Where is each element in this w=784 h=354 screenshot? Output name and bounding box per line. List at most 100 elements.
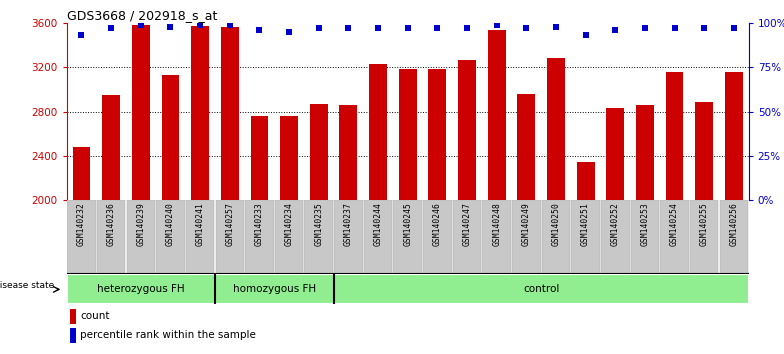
Point <box>698 25 710 31</box>
Text: GSM140245: GSM140245 <box>403 202 412 246</box>
Text: GSM140255: GSM140255 <box>700 202 709 246</box>
Text: GSM140241: GSM140241 <box>195 202 205 246</box>
Bar <box>630 200 659 274</box>
Bar <box>304 200 333 274</box>
Text: control: control <box>523 284 559 295</box>
Point <box>194 22 206 28</box>
Bar <box>333 274 749 304</box>
Point <box>579 33 592 38</box>
Bar <box>606 108 624 354</box>
Bar <box>67 200 96 274</box>
Bar <box>215 274 333 304</box>
Text: GSM140240: GSM140240 <box>166 202 175 246</box>
Point <box>223 22 236 28</box>
Point <box>520 25 532 31</box>
Text: GSM140237: GSM140237 <box>344 202 353 246</box>
Bar <box>245 200 274 274</box>
Text: GSM140233: GSM140233 <box>255 202 264 246</box>
Point <box>342 25 354 31</box>
Bar <box>517 94 535 354</box>
Bar <box>334 200 363 274</box>
Bar <box>428 69 446 354</box>
Bar <box>695 102 713 354</box>
Text: GSM140236: GSM140236 <box>107 202 115 246</box>
Bar <box>666 72 684 354</box>
Bar <box>572 200 600 274</box>
Bar <box>275 200 303 274</box>
Bar <box>394 200 422 274</box>
Point <box>461 25 474 31</box>
Bar <box>251 116 268 354</box>
Text: percentile rank within the sample: percentile rank within the sample <box>80 330 256 340</box>
Bar <box>660 200 689 274</box>
Bar <box>369 64 387 354</box>
Bar <box>162 75 180 354</box>
Bar <box>577 162 594 354</box>
Text: GSM140251: GSM140251 <box>581 202 590 246</box>
Point <box>164 24 176 29</box>
Point <box>105 25 118 31</box>
Bar <box>458 59 476 354</box>
Bar <box>70 309 76 324</box>
Text: disease state: disease state <box>0 281 55 290</box>
Point <box>609 27 622 33</box>
Point <box>135 22 147 28</box>
Bar <box>339 105 358 354</box>
Text: GSM140235: GSM140235 <box>314 202 323 246</box>
Text: GSM140252: GSM140252 <box>611 202 620 246</box>
Bar <box>636 105 654 354</box>
Bar <box>542 200 570 274</box>
Bar <box>216 200 244 274</box>
Text: GSM140249: GSM140249 <box>522 202 531 246</box>
Point <box>431 25 444 31</box>
Bar <box>488 30 506 354</box>
Text: homozygous FH: homozygous FH <box>233 284 316 295</box>
Text: GSM140250: GSM140250 <box>551 202 561 246</box>
Point <box>283 29 296 35</box>
Text: GSM140247: GSM140247 <box>463 202 471 246</box>
Bar <box>73 147 90 354</box>
Bar <box>191 26 209 354</box>
Bar <box>601 200 630 274</box>
Bar <box>364 200 392 274</box>
Bar <box>70 328 76 343</box>
Text: count: count <box>80 311 110 321</box>
Bar <box>132 25 150 354</box>
Point <box>639 25 652 31</box>
Point <box>313 25 325 31</box>
Bar <box>725 72 742 354</box>
Bar <box>186 200 214 274</box>
Text: GSM140254: GSM140254 <box>670 202 679 246</box>
Bar <box>423 200 452 274</box>
Point <box>490 22 503 28</box>
Bar <box>399 69 416 354</box>
Text: heterozygous FH: heterozygous FH <box>97 284 184 295</box>
Bar <box>720 200 748 274</box>
Bar <box>482 200 511 274</box>
Bar <box>67 274 215 304</box>
Point <box>372 25 384 31</box>
Text: GSM140248: GSM140248 <box>492 202 501 246</box>
Bar <box>452 200 481 274</box>
Point <box>668 25 681 31</box>
Point <box>75 33 88 38</box>
Bar <box>547 58 564 354</box>
Bar <box>310 104 328 354</box>
Point <box>728 25 740 31</box>
Text: GSM140253: GSM140253 <box>641 202 649 246</box>
Bar <box>512 200 540 274</box>
Text: GSM140246: GSM140246 <box>433 202 442 246</box>
Bar <box>156 200 185 274</box>
Text: GSM140257: GSM140257 <box>225 202 234 246</box>
Text: GSM140234: GSM140234 <box>285 202 293 246</box>
Text: GDS3668 / 202918_s_at: GDS3668 / 202918_s_at <box>67 9 217 22</box>
Bar <box>102 95 120 354</box>
Text: GSM140239: GSM140239 <box>136 202 145 246</box>
Point <box>401 25 414 31</box>
Bar <box>126 200 155 274</box>
Point <box>550 24 562 29</box>
Point <box>253 27 266 33</box>
Bar <box>280 116 298 354</box>
Bar <box>690 200 718 274</box>
Text: GSM140256: GSM140256 <box>729 202 739 246</box>
